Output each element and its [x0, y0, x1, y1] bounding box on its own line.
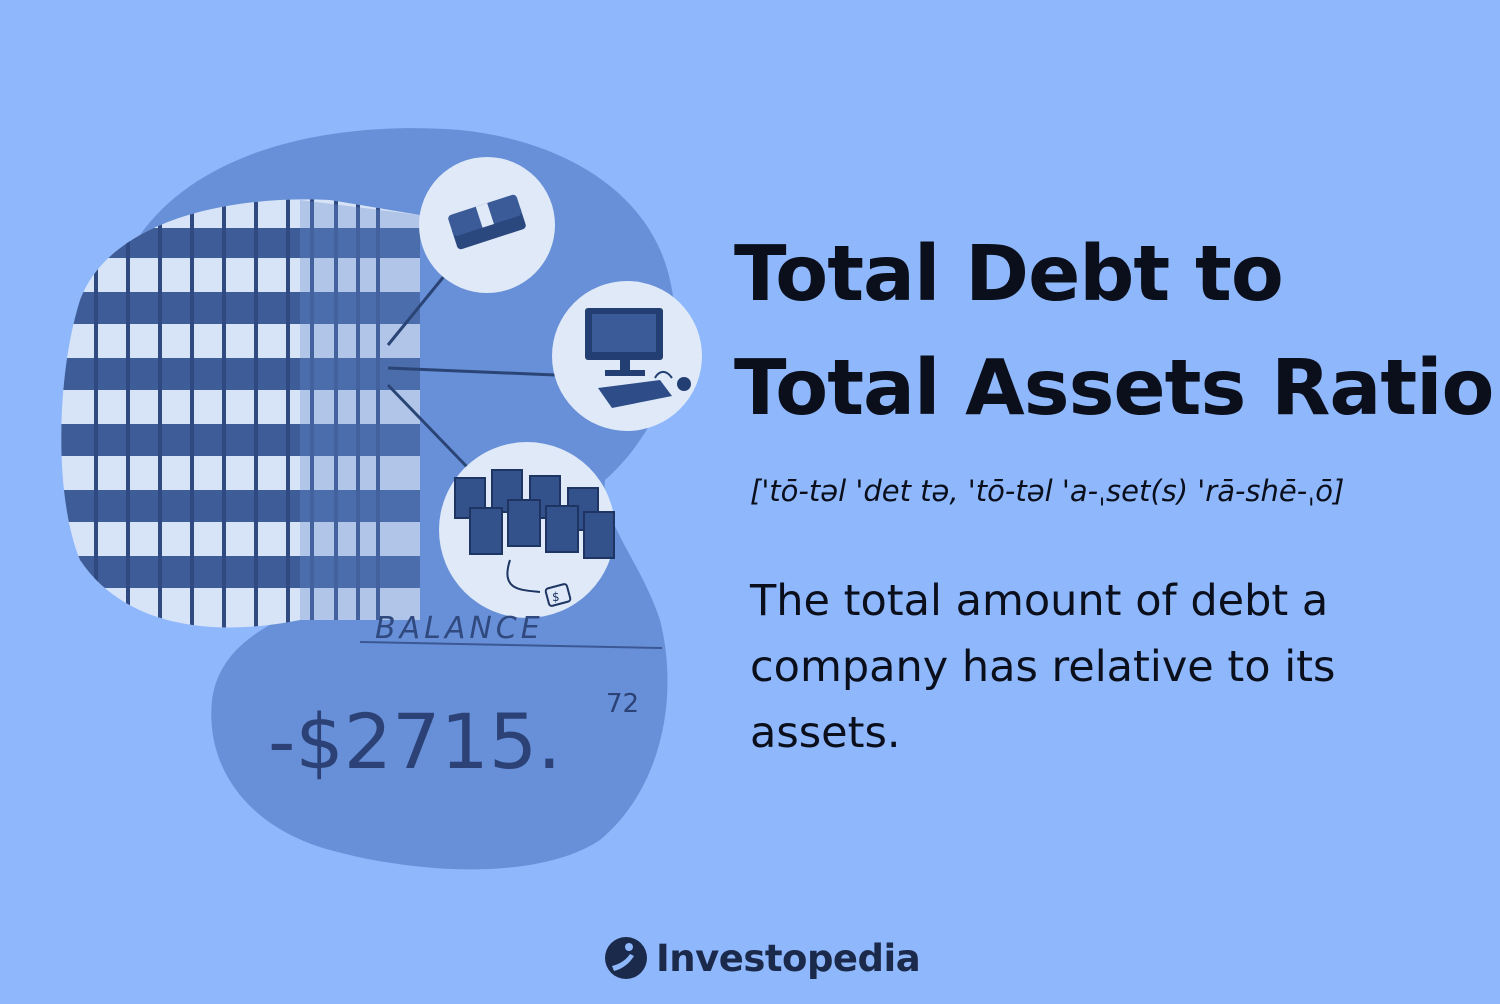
- brand-logo[interactable]: Investopedia: [604, 930, 921, 986]
- brand-name: Investopedia: [656, 936, 921, 980]
- illustration: $ BALANCE -$2715. 72: [61, 128, 702, 870]
- headline: Total Debt to Total Assets Ratio: [734, 218, 1494, 446]
- pronunciation: ['tō-təl 'det tə, 'tō-təl 'a-ˌset(s) 'rā…: [750, 474, 1345, 508]
- headline-line-2: Total Assets Ratio: [734, 344, 1494, 433]
- computer-icon: [552, 281, 702, 431]
- balance-underline: [359, 641, 663, 649]
- definition-text: The total amount of debt a company has r…: [750, 576, 1336, 758]
- office-building: [61, 199, 420, 628]
- inventory-boxes-icon: $: [439, 442, 615, 618]
- headline-line-1: Total Debt to: [734, 230, 1284, 319]
- investopedia-logo-icon: [605, 937, 647, 979]
- illustration-art: $ BALANCE -$2715. 72: [61, 128, 702, 870]
- balance-label: BALANCE: [375, 611, 544, 646]
- connector-lines: [386, 274, 556, 472]
- balance-cents: 72: [606, 689, 639, 719]
- money-stack-icon: [419, 157, 555, 293]
- price-tag-label: $: [552, 590, 560, 604]
- balance-amount: -$2715.: [268, 697, 561, 786]
